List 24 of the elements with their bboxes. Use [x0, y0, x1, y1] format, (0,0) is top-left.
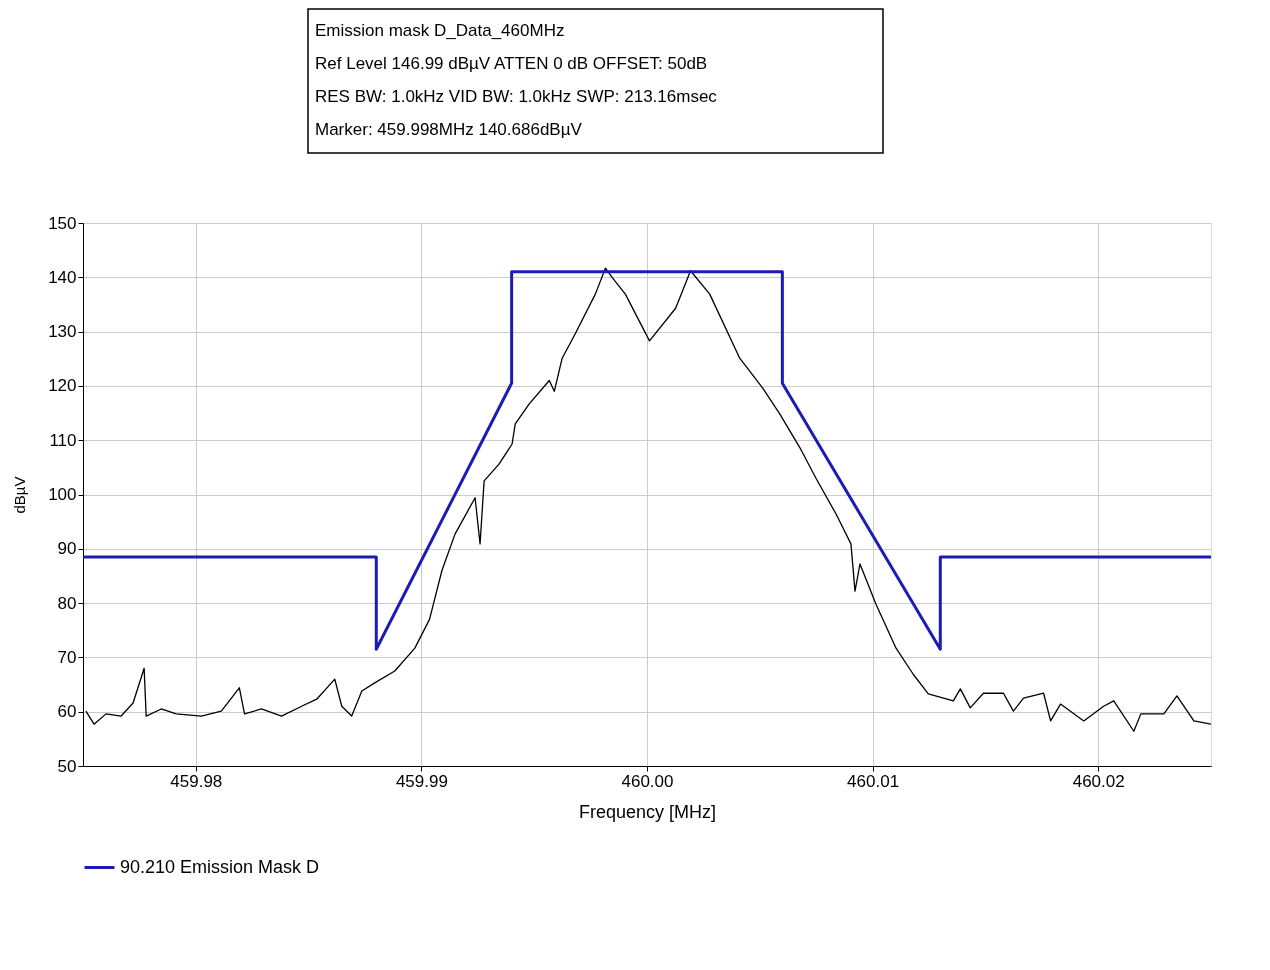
y-tick-label: 70 [57, 647, 77, 667]
text: RES BW: 1.0kHz VID BW: 1.0kHz SWP: 213.16msec [315, 87, 718, 106]
line-series [83, 270, 1211, 651]
y-tick-label: 50 [57, 756, 77, 776]
text: Emission mask D_Data_460MHz [315, 21, 565, 40]
x-tick-label: 459.98 [170, 771, 223, 791]
y-tick-label: 110 [49, 430, 77, 450]
y-tick-label: 80 [57, 593, 77, 613]
x-tick-label: 460.00 [621, 771, 674, 791]
y-tick-label: 60 [57, 702, 77, 722]
x-axis-title: Frequency [MHz] [578, 801, 717, 822]
x-tick-label: 459.99 [395, 771, 448, 791]
y-tick-label: 130 [48, 322, 77, 342]
legend-label: 90.210 Emission Mask D [120, 856, 320, 877]
x-tick-label: 460.01 [847, 771, 900, 791]
y-tick-label: 100 [48, 485, 77, 504]
y-tick-label: 140 [48, 267, 77, 287]
x-tick-label: 460.02 [1072, 771, 1125, 791]
y-tick-label: 150 [48, 213, 77, 233]
y-axis-title: dBµV [11, 476, 29, 514]
text: Ref Level 146.99 dBµV ATTEN 0 dB OFFSET: 50dB [315, 54, 708, 73]
y-tick-label: 90 [57, 539, 77, 559]
text: Marker: 459.998MHz 140.686dBµV [315, 120, 583, 139]
y-tick-label: 120 [48, 376, 77, 396]
